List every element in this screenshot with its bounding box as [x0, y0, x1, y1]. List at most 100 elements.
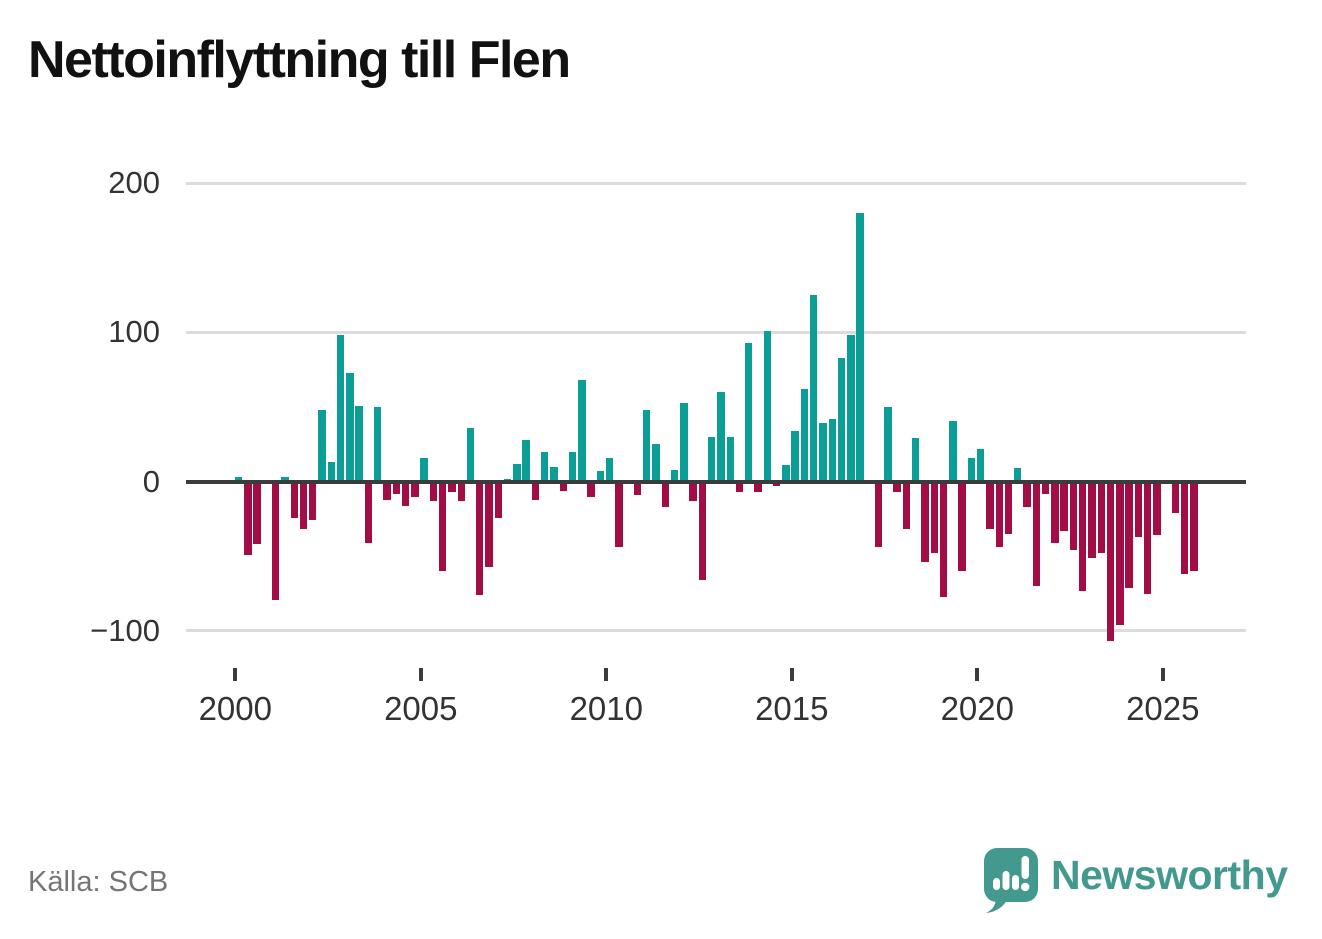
x-axis-tick-label: 2010 [569, 690, 643, 727]
bar-2018-q3 [921, 481, 929, 563]
bar-2016-q2 [837, 357, 846, 482]
bar-2004-q2 [392, 481, 400, 494]
bar-2022-q1 [1051, 481, 1059, 543]
bar-2011-q4 [670, 469, 679, 482]
bar-2010-q4 [633, 481, 642, 496]
bar-2009-q1 [568, 451, 577, 482]
bar-2015-q4 [819, 423, 827, 482]
bar-2006-q1 [457, 481, 465, 502]
bar-2023-q4 [1116, 481, 1124, 625]
x-axis-tick [975, 668, 980, 681]
bar-2023-q1 [1088, 481, 1096, 558]
bar-2014-q3 [772, 481, 781, 487]
bar-2003-q4 [374, 407, 382, 482]
bar-2017-q2 [874, 481, 883, 548]
bar-2024-q3 [1143, 481, 1152, 594]
bar-2024-q2 [1134, 481, 1143, 537]
bar-2007-q1 [494, 481, 503, 518]
bar-2022-q3 [1069, 481, 1078, 551]
bar-2001-q3 [290, 481, 298, 518]
bar-2019-q2 [949, 420, 957, 482]
bar-2015-q2 [800, 389, 809, 482]
x-axis-tick [789, 668, 794, 681]
bar-2010-q1 [605, 457, 614, 482]
y-gridline [186, 330, 1246, 334]
y-axis-tick-label: 100 [108, 314, 160, 350]
x-axis-tick [1160, 668, 1165, 681]
bar-2021-q3 [1032, 481, 1041, 587]
bar-2003-q3 [364, 481, 373, 543]
bar-2022-q2 [1060, 481, 1068, 531]
bar-2014-q2 [763, 330, 772, 482]
x-axis-tick-label: 2025 [1126, 690, 1200, 727]
bar-2022-q4 [1079, 481, 1087, 591]
bar-2020-q1 [976, 448, 985, 482]
bar-2012-q4 [707, 436, 716, 482]
bar-2014-q1 [754, 481, 762, 493]
bar-2001-q4 [299, 481, 308, 530]
bar-2016-q3 [847, 335, 855, 482]
bar-2008-q1 [531, 481, 540, 500]
bar-2020-q4 [1004, 481, 1013, 534]
bar-2021-q2 [1023, 481, 1031, 508]
x-axis-tick [604, 668, 609, 681]
x-axis-tick-label: 2000 [198, 690, 272, 727]
bar-2013-q1 [717, 392, 725, 482]
bar-2002-q3 [327, 462, 336, 482]
zero-axis-line [186, 479, 1246, 484]
bar-2007-q3 [513, 463, 521, 482]
bar-2010-q2 [615, 481, 623, 548]
y-gridline [186, 181, 1246, 185]
bar-2014-q4 [782, 465, 790, 482]
bar-2008-q3 [550, 466, 558, 482]
bar-2021-q4 [1041, 481, 1050, 494]
bar-2000-q2 [244, 481, 252, 555]
bar-2011-q1 [643, 410, 651, 482]
bar-2008-q4 [559, 481, 567, 491]
y-axis-tick-label: −100 [90, 612, 160, 648]
bar-2019-q4 [967, 457, 976, 482]
x-axis-tick-label: 2020 [940, 690, 1014, 727]
y-gridline [186, 629, 1246, 633]
bar-2020-q2 [986, 481, 994, 530]
bar-2006-q4 [485, 481, 493, 567]
x-axis-tick [418, 668, 423, 681]
bar-2008-q2 [541, 451, 549, 482]
x-axis-tick [233, 668, 238, 681]
bar-2015-q3 [810, 295, 818, 482]
chart-title: Nettoinflyttning till Flen [28, 31, 571, 89]
bar-2012-q2 [689, 481, 697, 502]
bar-2013-q3 [735, 481, 744, 493]
bar-2019-q1 [939, 481, 948, 597]
bar-2025-q2 [1171, 481, 1180, 514]
bar-2004-q1 [383, 481, 391, 500]
y-axis-tick-label: 200 [108, 165, 160, 201]
bar-2000-q1 [234, 477, 243, 482]
bar-2011-q3 [661, 481, 669, 508]
x-axis-tick-label: 2005 [384, 690, 458, 727]
newsworthy-wordmark: Newsworthy [1051, 852, 1288, 898]
bar-2003-q1 [346, 372, 354, 482]
bar-2024-q1 [1125, 481, 1133, 588]
bar-2025-q3 [1181, 481, 1189, 575]
bar-2013-q4 [745, 342, 753, 482]
bar-2005-q1 [420, 457, 428, 482]
bar-2012-q3 [698, 481, 707, 581]
bar-2016-q1 [828, 419, 836, 482]
bar-2002-q1 [309, 481, 317, 521]
bar-2006-q3 [476, 481, 484, 596]
newsworthy-logo-icon [984, 848, 1038, 913]
bar-2018-q2 [912, 438, 920, 482]
bar-2009-q2 [578, 380, 586, 482]
bar-2002-q2 [318, 410, 326, 482]
bar-2018-q4 [930, 481, 938, 554]
bar-2024-q4 [1153, 481, 1161, 536]
bar-2019-q3 [958, 481, 966, 572]
bar-2005-q3 [438, 481, 447, 572]
bar-2011-q2 [652, 444, 660, 482]
bar-2003-q2 [355, 405, 363, 482]
bar-2012-q1 [680, 402, 688, 482]
x-axis-tick-label: 2015 [755, 690, 829, 727]
